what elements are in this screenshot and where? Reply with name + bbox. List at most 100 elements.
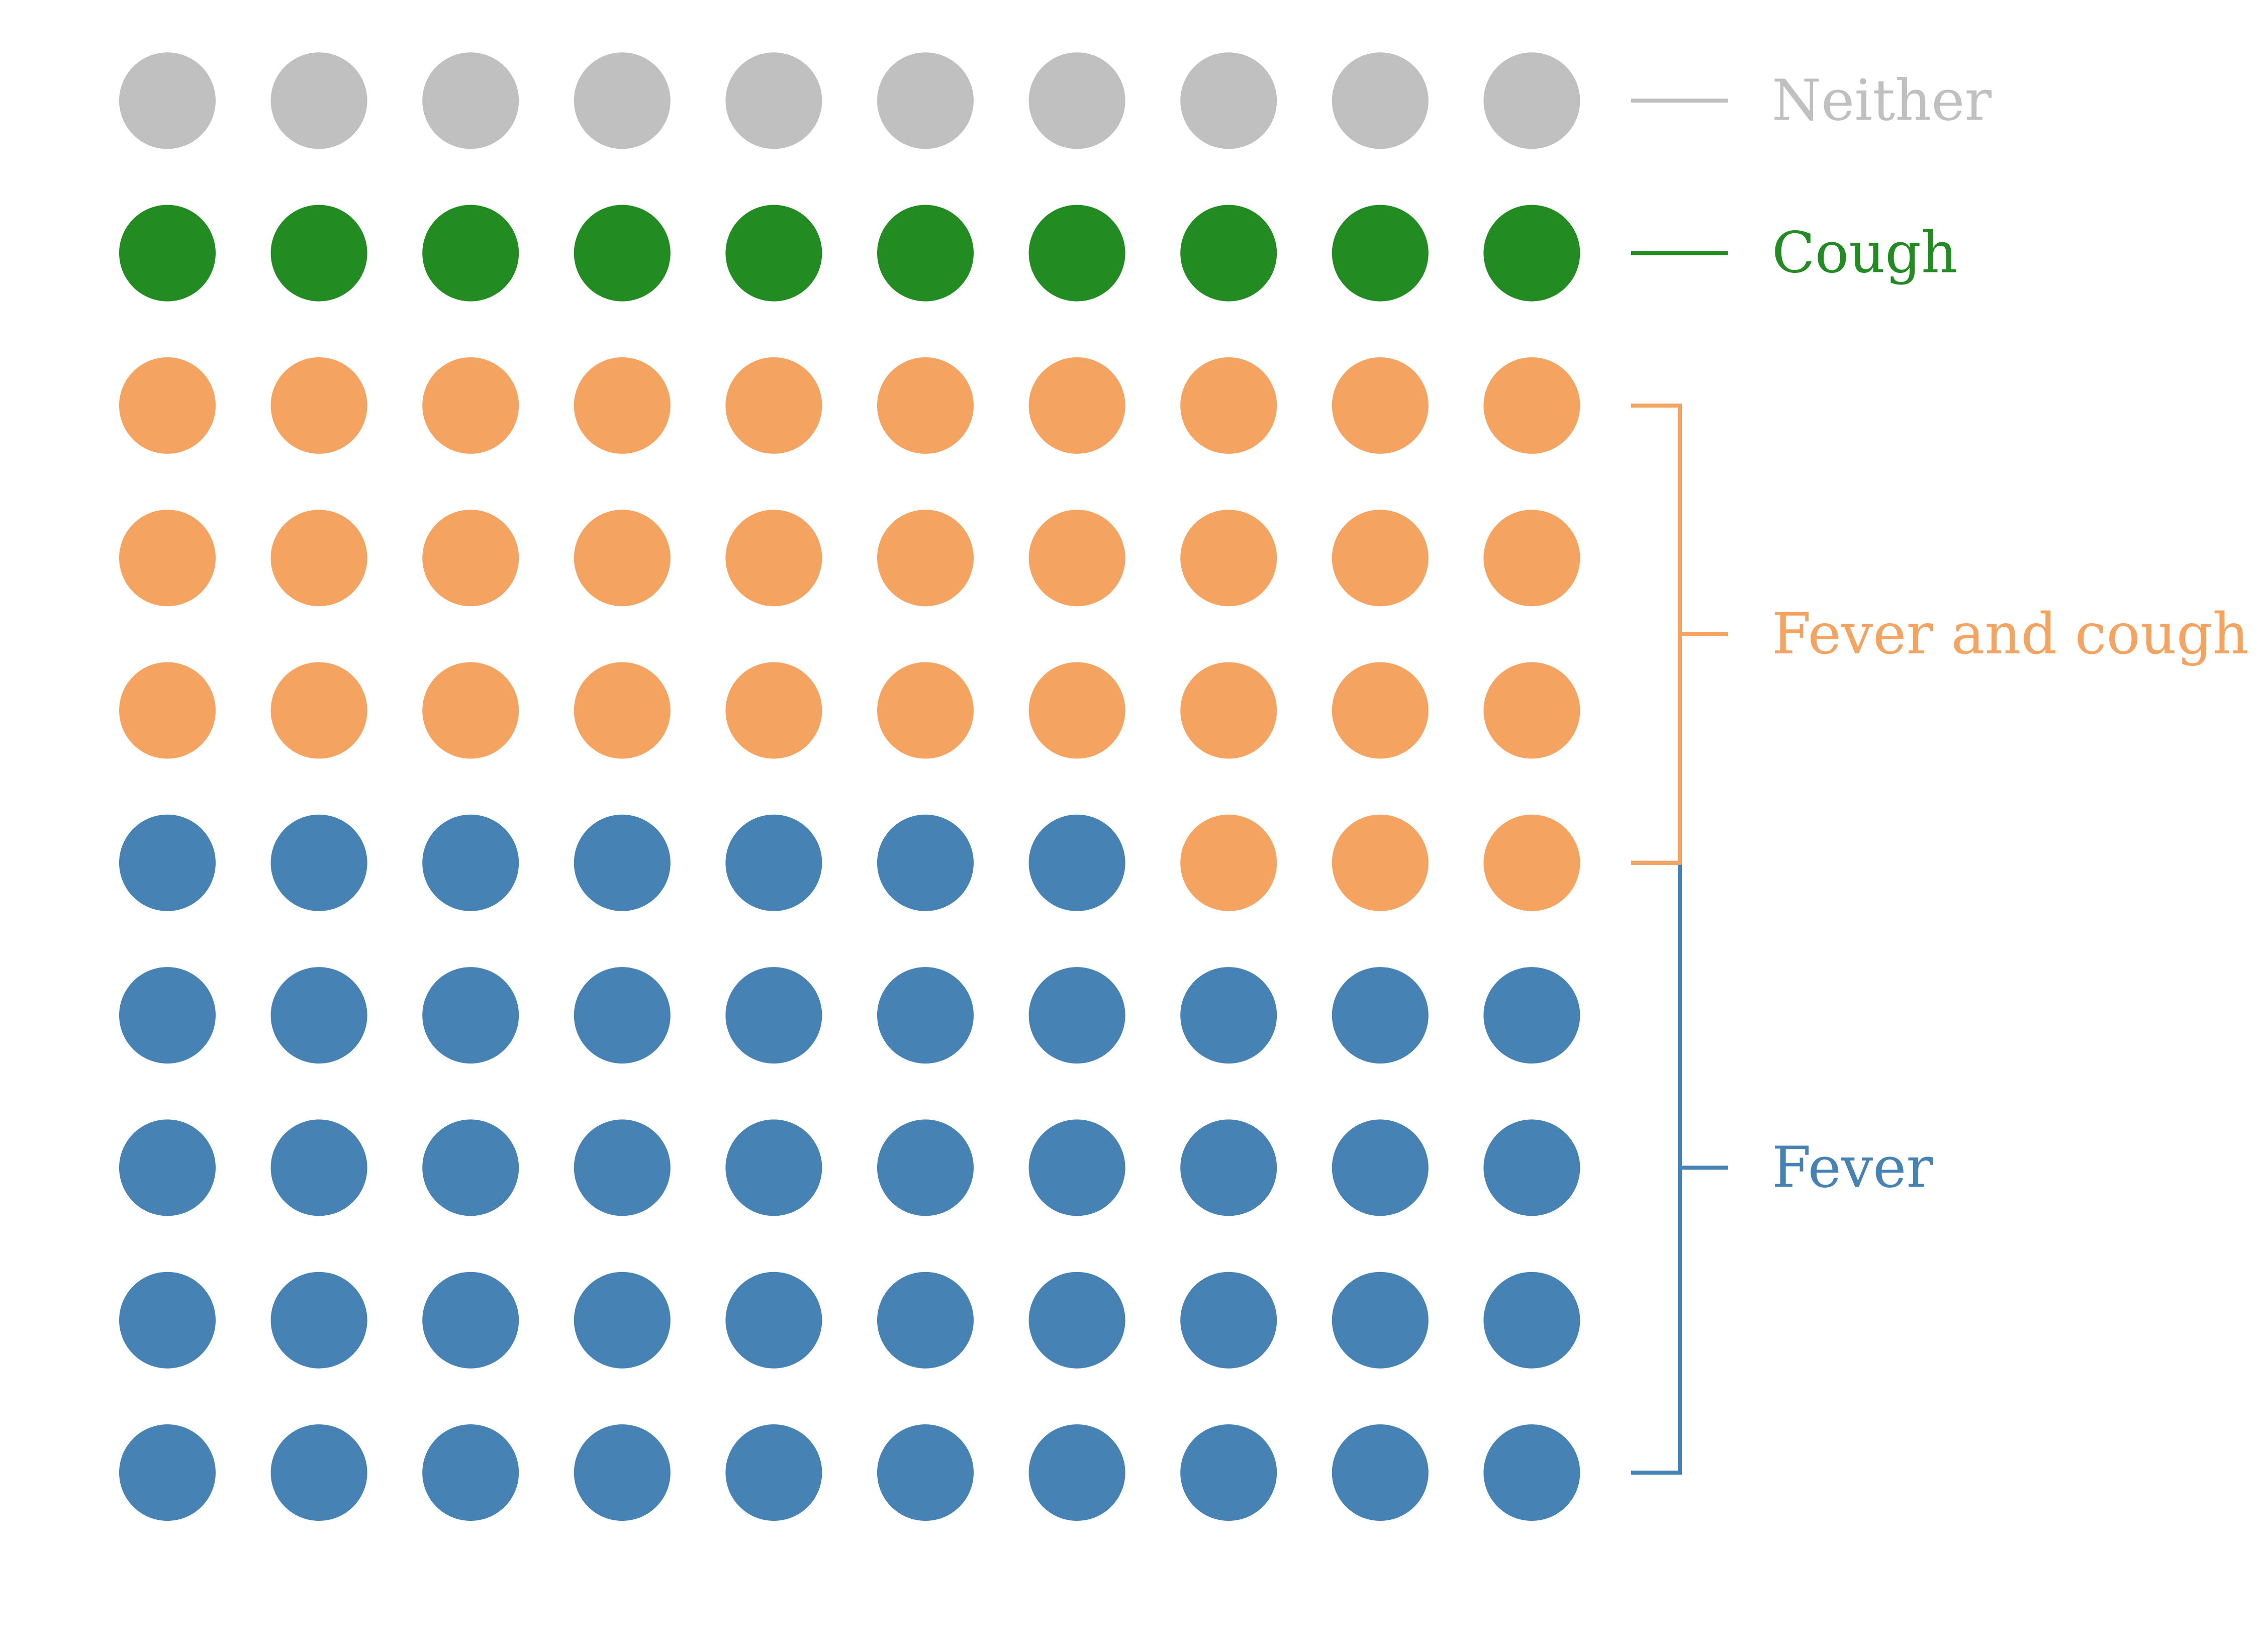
dot-neither	[1028, 52, 1125, 149]
dot-fever	[725, 814, 822, 911]
dot-fever	[877, 967, 974, 1064]
dot-fever-and-cough	[1332, 357, 1429, 454]
dot-neither	[1180, 52, 1277, 149]
dot-grid	[119, 52, 1580, 1521]
dot-cough	[1483, 205, 1580, 302]
dot-neither	[422, 52, 519, 149]
dot-fever	[1332, 1272, 1429, 1369]
legend-label-cough: Cough	[1772, 221, 1957, 286]
dot-fever	[119, 1272, 216, 1369]
dot-neither	[270, 52, 367, 149]
legend-label-fever: Fever	[1772, 1135, 1933, 1200]
dot-fever-and-cough	[1332, 510, 1429, 607]
dot-fever	[725, 1424, 822, 1521]
dot-fever	[119, 967, 216, 1064]
dot-fever	[270, 1272, 367, 1369]
dot-neither	[574, 52, 671, 149]
dot-fever	[1180, 1119, 1277, 1216]
dot-fever	[877, 1119, 974, 1216]
dot-fever	[877, 814, 974, 911]
dot-fever-and-cough	[725, 357, 822, 454]
dot-fever-and-cough	[725, 662, 822, 759]
dot-fever-and-cough	[1483, 510, 1580, 607]
dot-fever-and-cough	[725, 510, 822, 607]
dot-fever	[1028, 1119, 1125, 1216]
dot-fever	[422, 1424, 519, 1521]
dot-cough	[422, 205, 519, 302]
dot-neither	[1483, 52, 1580, 149]
dot-fever	[119, 1119, 216, 1216]
dot-fever-and-cough	[1028, 510, 1125, 607]
dot-fever-and-cough	[422, 357, 519, 454]
dot-fever-and-cough	[1483, 357, 1580, 454]
dot-fever-and-cough	[574, 357, 671, 454]
dot-fever-and-cough	[1332, 814, 1429, 911]
dot-fever-and-cough	[1180, 510, 1277, 607]
dot-fever	[574, 1272, 671, 1369]
dot-fever	[1180, 967, 1277, 1064]
dot-fever	[270, 1119, 367, 1216]
dot-fever	[574, 814, 671, 911]
dot-cough	[1332, 205, 1429, 302]
legend-bracket-fever-and-cough	[1631, 403, 1728, 865]
dot-fever	[1028, 814, 1125, 911]
dot-fever-and-cough	[270, 662, 367, 759]
dot-cough	[574, 205, 671, 302]
dot-fever-and-cough	[1483, 814, 1580, 911]
dot-fever	[1028, 967, 1125, 1064]
dot-fever	[1180, 1272, 1277, 1369]
dot-fever	[270, 814, 367, 911]
legend-label-neither: Neither	[1772, 68, 1992, 133]
dot-fever	[1180, 1424, 1277, 1521]
dot-fever	[574, 1119, 671, 1216]
legend-bracket-fever	[1631, 860, 1728, 1475]
dot-neither	[877, 52, 974, 149]
dot-fever-and-cough	[1180, 814, 1277, 911]
dot-fever-and-cough	[119, 510, 216, 607]
dot-fever	[574, 1424, 671, 1521]
dot-fever	[725, 1119, 822, 1216]
dot-fever-and-cough	[877, 662, 974, 759]
dot-fever-and-cough	[1180, 662, 1277, 759]
dot-neither	[1332, 52, 1429, 149]
dot-fever	[574, 967, 671, 1064]
dot-fever	[119, 1424, 216, 1521]
dot-fever	[877, 1272, 974, 1369]
dot-fever	[1332, 1424, 1429, 1521]
dot-fever-and-cough	[270, 357, 367, 454]
dot-fever-and-cough	[574, 510, 671, 607]
dot-fever	[422, 967, 519, 1064]
dot-fever-and-cough	[1483, 662, 1580, 759]
dot-fever	[1483, 1119, 1580, 1216]
dot-cough	[877, 205, 974, 302]
dot-cough	[119, 205, 216, 302]
legend-label-fever-and-cough: Fever and cough	[1772, 602, 2249, 667]
dot-fever	[422, 1272, 519, 1369]
dot-fever	[1483, 1424, 1580, 1521]
dot-fever	[1028, 1424, 1125, 1521]
dot-fever	[270, 967, 367, 1064]
dot-cough	[1028, 205, 1125, 302]
legend: Fever Fever and cough Cough Neither	[1631, 68, 2249, 1475]
dot-fever	[119, 814, 216, 911]
dot-cough	[1180, 205, 1277, 302]
dot-fever-and-cough	[119, 662, 216, 759]
dot-fever	[725, 1272, 822, 1369]
dot-fever-and-cough	[270, 510, 367, 607]
dot-cough	[270, 205, 367, 302]
dot-fever-and-cough	[574, 662, 671, 759]
dot-fever	[270, 1424, 367, 1521]
dot-fever	[1483, 967, 1580, 1064]
dot-fever	[422, 1119, 519, 1216]
dot-fever-and-cough	[1180, 357, 1277, 454]
dot-fever-and-cough	[877, 357, 974, 454]
dot-fever-and-cough	[422, 510, 519, 607]
dot-fever-and-cough	[1332, 662, 1429, 759]
dot-fever-and-cough	[877, 510, 974, 607]
dot-fever	[1483, 1272, 1580, 1369]
dot-fever	[422, 814, 519, 911]
dot-fever-and-cough	[1028, 357, 1125, 454]
dot-fever	[1028, 1272, 1125, 1369]
dot-fever	[877, 1424, 974, 1521]
